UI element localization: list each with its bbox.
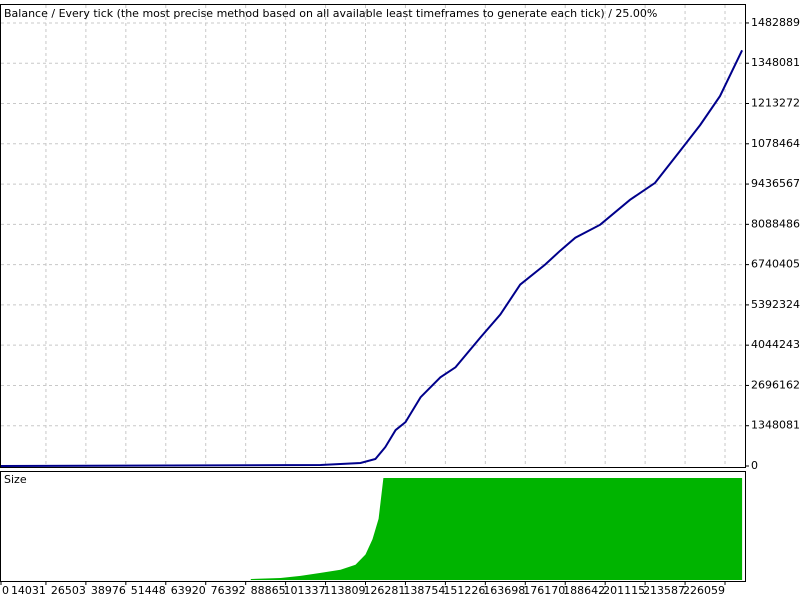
y-tick-label: 1348081 <box>751 419 800 432</box>
x-tick-label: 76392 <box>211 584 246 597</box>
y-tick-label: 0 <box>751 459 758 472</box>
x-tick-label: 226059 <box>683 584 725 597</box>
y-tick-label: 13480810 <box>751 56 800 69</box>
plot-layer: 0 14031 26503 38976 51448 63920 76392 888651013… <box>0 5 800 597</box>
y-tick-label: 10784648 <box>751 137 800 150</box>
x-tick-label: 51448 <box>131 584 166 597</box>
x-tick-label: 113809 <box>324 584 366 597</box>
x-tick-label: 138754 <box>403 584 445 597</box>
y-tick-label: 12132729 <box>751 97 800 110</box>
x-tick-label: 88865 <box>251 584 286 597</box>
x-tick-label: 101337 <box>284 584 326 597</box>
y-tick-label: 9436567 <box>751 177 800 190</box>
x-tick-label: 26503 <box>51 584 86 597</box>
x-tick-label: 63920 <box>171 584 206 597</box>
x-tick-label: 213587 <box>643 584 685 597</box>
x-tick-label: 163698 <box>483 584 525 597</box>
y-tick-label: 14828891 <box>751 16 800 29</box>
x-tick-label: 38976 <box>91 584 126 597</box>
y-tick-label: 8088486 <box>751 217 800 230</box>
main-panel-frame <box>0 4 746 468</box>
x-tick-label: 151226 <box>443 584 485 597</box>
y-tick-label: 5392324 <box>751 298 800 311</box>
chart-title: Balance / Every tick (the most precise m… <box>4 7 657 20</box>
size-title: Size <box>4 473 27 486</box>
x-tick-label: 188642 <box>563 584 605 597</box>
y-tick-label: 4044243 <box>751 338 800 351</box>
x-tick-label: 14031 <box>11 584 46 597</box>
y-tick-label: 6740405 <box>751 258 800 271</box>
x-tick-label: 201115 <box>603 584 645 597</box>
x-tick-label: 0 <box>2 584 9 597</box>
size-panel-frame <box>0 471 746 582</box>
x-tick-label: 176170 <box>523 584 565 597</box>
size-area <box>250 478 743 580</box>
balance-line <box>0 49 744 467</box>
x-tick-label: 126281 <box>363 584 405 597</box>
y-tick-label: 2696162 <box>751 378 800 391</box>
